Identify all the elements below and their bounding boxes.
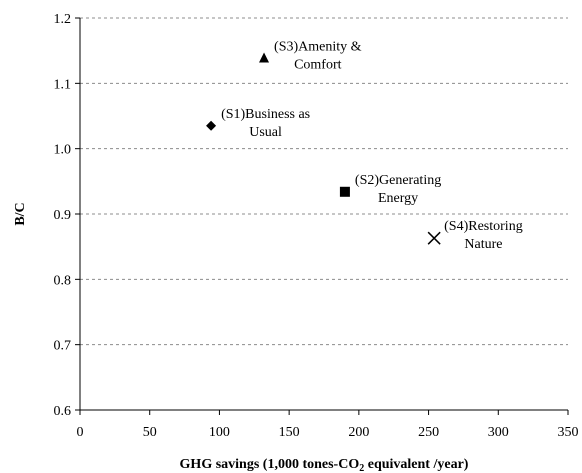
y-tick-label: 0.6 xyxy=(54,404,72,419)
x-tick-label: 50 xyxy=(143,425,157,440)
x-tick-label: 350 xyxy=(558,425,579,440)
x-tick-label: 150 xyxy=(279,425,300,440)
point-marker-x xyxy=(427,231,441,245)
point-labels: (S1)Business as Usual (S2)Generating Energy… xyxy=(221,40,523,253)
axes xyxy=(75,17,569,415)
x-axis-title-rest: equivalent /year) xyxy=(364,457,469,472)
y-tick-label: 0.9 xyxy=(54,208,72,223)
x-tick-label: 200 xyxy=(348,425,369,440)
point-marker-diamond xyxy=(206,120,217,131)
x-axis-title-main: GHG savings (1,000 tones-CO xyxy=(180,457,360,472)
x-tick-label: 100 xyxy=(209,425,230,440)
x-tick-label: 0 xyxy=(77,425,84,440)
point-label: Comfort xyxy=(294,58,342,73)
point-marker-triangle xyxy=(259,52,270,63)
y-tick-label: 1.1 xyxy=(54,77,72,92)
tick-labels: 0.6 0.7 0.8 0.9 1.0 1.1 1.2 0 50 100 150 200 250 300 3… xyxy=(54,12,579,440)
x-axis-title: GHG savings (1,000 tones-CO2 equivalent … xyxy=(180,457,469,473)
x-tick-label: 250 xyxy=(418,425,439,440)
point-label: (S4)Restoring xyxy=(444,219,523,234)
point-marker-square xyxy=(339,186,350,197)
y-axis-title: B/C xyxy=(13,202,28,225)
x-tick-label: 300 xyxy=(488,425,509,440)
y-tick-label: 0.8 xyxy=(54,273,72,288)
point-label: (S2)Generating xyxy=(355,173,441,188)
x-stroke xyxy=(427,231,441,245)
y-tick-label: 0.7 xyxy=(54,339,72,354)
point-label: Energy xyxy=(378,191,418,206)
data-points xyxy=(206,52,441,245)
point-label: Nature xyxy=(464,237,502,252)
x-axis-title-subscript: 2 xyxy=(359,463,364,473)
y-tick-label: 1.0 xyxy=(54,143,72,158)
y-tick-label: 1.2 xyxy=(54,12,72,27)
point-label: (S3)Amenity & xyxy=(274,40,362,55)
point-label: Usual xyxy=(249,125,282,140)
point-label: (S1)Business as xyxy=(221,107,310,122)
